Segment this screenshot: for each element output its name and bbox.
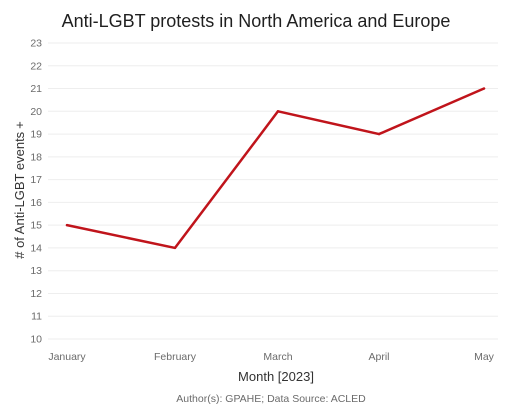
- y-tick-label: 23: [30, 38, 42, 50]
- x-tick-label: January: [48, 351, 86, 363]
- gridlines: [48, 42, 498, 340]
- data-point: [276, 110, 280, 113]
- y-tick-label: 17: [30, 174, 42, 186]
- y-tick-label: 20: [30, 106, 42, 118]
- data-point: [65, 223, 69, 227]
- chart-title: Anti-LGBT protests in North America and …: [62, 11, 451, 31]
- y-tick-label: 19: [30, 129, 42, 141]
- data-point: [173, 246, 177, 250]
- y-tick-labels: 10 11 12 13 14 15 16 17 18 19 20 21 22 23: [30, 38, 42, 346]
- x-tick-label: March: [263, 351, 292, 363]
- series-layer: [65, 87, 486, 250]
- y-tick-label: 21: [30, 83, 42, 95]
- x-axis-label: Month [2023]: [238, 369, 314, 384]
- x-tick-label: February: [154, 351, 197, 363]
- chart-caption: Author(s): GPAHE; Data Source: ACLED: [176, 393, 366, 405]
- y-tick-label: 16: [30, 197, 42, 209]
- y-tick-label: 15: [30, 220, 42, 232]
- y-tick-label: 18: [30, 151, 42, 163]
- data-point: [482, 87, 486, 90]
- x-tick-label: April: [368, 351, 389, 363]
- y-tick-label: 11: [31, 311, 42, 323]
- x-tick-label: May: [474, 351, 495, 363]
- y-tick-label: 12: [30, 288, 42, 300]
- y-tick-label: 13: [30, 265, 42, 277]
- series-line: [65, 87, 486, 250]
- data-point: [377, 132, 381, 136]
- y-tick-label: 14: [30, 242, 42, 254]
- y-tick-label: 10: [30, 334, 42, 346]
- y-axis-label: # of Anti-LGBT events+: [12, 121, 27, 259]
- y-tick-label: 22: [30, 60, 42, 72]
- x-tick-labels: January February March April May: [48, 351, 494, 363]
